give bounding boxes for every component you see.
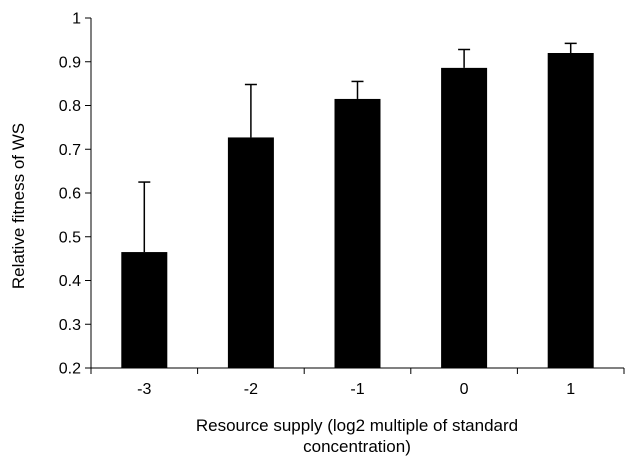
x-tick-label: 1 (566, 381, 575, 398)
bar (121, 252, 168, 368)
bar (547, 53, 594, 368)
y-tick-label: 1 (72, 11, 81, 28)
x-tick-label: -1 (350, 381, 364, 398)
y-axis-label: Relative fitness of WS (9, 123, 28, 289)
y-tick-label: 0.3 (59, 317, 81, 334)
x-axis-ticks: -3 -2 -1 0 1 (90, 368, 625, 398)
y-tick-label: 0.9 (59, 54, 81, 71)
y-tick-label: 0.8 (59, 98, 81, 115)
chart-bars (121, 42, 594, 368)
y-tick-label: 0.7 (59, 142, 81, 159)
bar (334, 98, 381, 368)
bar (441, 67, 488, 368)
x-tick-label: 0 (460, 381, 469, 398)
y-tick-label: 0.4 (59, 273, 81, 290)
x-axis-label-line-1: Resource supply (log2 multiple of standa… (196, 416, 518, 435)
x-tick-label: -3 (137, 381, 151, 398)
y-tick-label: 0.6 (59, 186, 81, 203)
x-tick-label: -2 (244, 381, 258, 398)
y-tick-label: 0.2 (59, 361, 81, 378)
y-axis-ticks: 0.2 0.3 0.4 0.5 0.6 0.7 0.8 0.9 1 (59, 11, 91, 378)
x-axis-label-line-2: concentration) (303, 437, 411, 456)
y-tick-label: 0.5 (59, 229, 81, 246)
bar (227, 137, 274, 368)
